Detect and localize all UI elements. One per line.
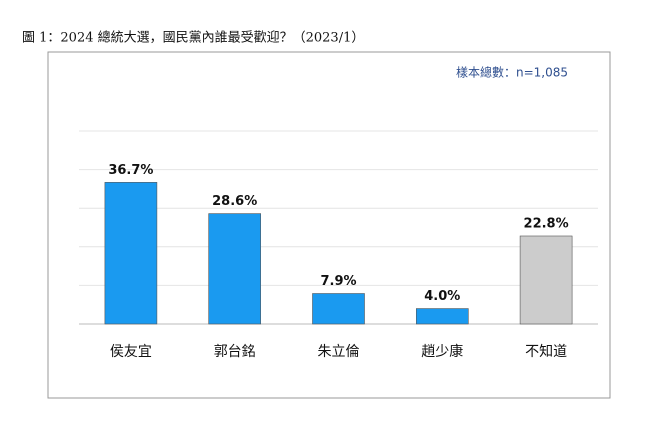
x-tick-label: 郭台銘 (214, 343, 256, 360)
chart-title: 圖 1：2024 總統大選，國民黨內誰最受歡迎？（2023/1） (22, 30, 364, 46)
value-label: 36.7% (108, 163, 153, 178)
x-tick-label: 不知道 (525, 343, 567, 360)
bar (104, 182, 158, 325)
bar (415, 308, 469, 325)
frame (47, 51, 611, 399)
bar (519, 235, 573, 325)
bar (312, 293, 365, 325)
x-tick-label: 朱立倫 (318, 344, 360, 360)
value-label: 22.8% (524, 216, 569, 231)
x-tick-label: 趙少康 (421, 343, 463, 360)
value-label: 7.9% (320, 274, 356, 289)
x-tick-label: 侯友宜 (110, 344, 152, 360)
annotation: 樣本總數：n=1,085 (456, 65, 568, 80)
bar (208, 213, 261, 325)
value-label: 28.6% (212, 194, 257, 209)
value-label: 4.0% (424, 289, 460, 304)
